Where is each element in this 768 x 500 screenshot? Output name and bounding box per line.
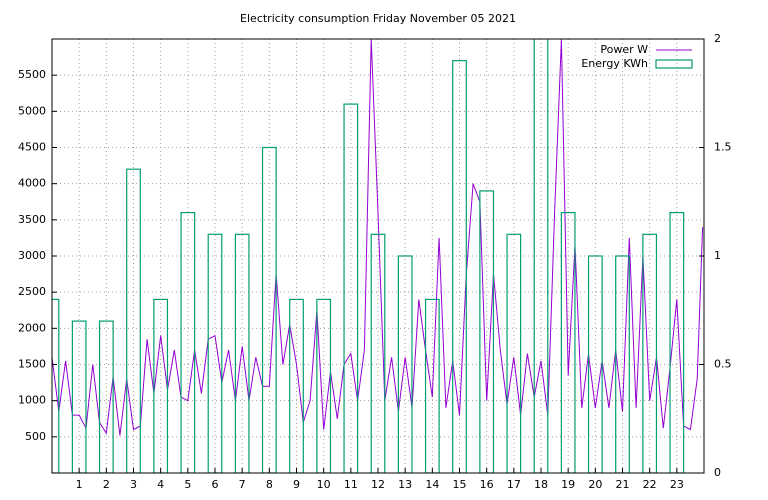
y-tick-label: 5500: [18, 68, 46, 81]
y2-tick-label: 1: [714, 249, 721, 262]
x-tick-label: 19: [561, 478, 575, 491]
energy-box: [153, 298, 169, 473]
x-tick-label: 5: [184, 478, 191, 491]
x-tick-label: 1: [76, 478, 83, 491]
x-tick-label: 14: [425, 478, 439, 491]
y2-tick-label: 1.5: [714, 141, 732, 154]
y2-tick-label: 0.5: [714, 358, 732, 371]
x-tick-label: 15: [453, 478, 467, 491]
energy-box: [261, 146, 277, 473]
y-tick-label: 2500: [18, 285, 46, 298]
legend-swatch: [655, 59, 693, 69]
y-tick-label: 500: [25, 430, 46, 443]
x-tick-label: 6: [212, 478, 219, 491]
energy-box: [289, 298, 304, 473]
x-tick-label: 7: [239, 478, 246, 491]
y-tick-label: 5000: [18, 104, 46, 117]
y-tick-label: 1000: [18, 394, 46, 407]
energy-box: [71, 320, 87, 473]
x-tick-label: 8: [266, 478, 273, 491]
y-tick-label: 2000: [18, 321, 46, 334]
legend-label: Power W: [600, 43, 648, 56]
y-tick-label: 1500: [18, 358, 46, 371]
x-tick-label: 10: [317, 478, 331, 491]
energy-box: [533, 39, 549, 473]
x-tick-label: 2: [103, 478, 110, 491]
energy-box: [506, 233, 522, 473]
x-tick-label: 16: [480, 478, 494, 491]
x-tick-label: 17: [507, 478, 521, 491]
x-tick-label: 9: [293, 478, 300, 491]
energy-box: [52, 298, 60, 473]
chart-title: Electricity consumption Friday November …: [240, 12, 516, 25]
energy-box: [180, 212, 196, 473]
energy-box: [669, 212, 685, 473]
x-tick-label: 13: [398, 478, 412, 491]
legend-label: Energy KWh: [581, 57, 648, 70]
x-tick-label: 3: [130, 478, 137, 491]
energy-box: [479, 190, 495, 473]
x-tick-label: 11: [344, 478, 358, 491]
x-tick-label: 20: [588, 478, 602, 491]
energy-box: [316, 298, 332, 473]
energy-box: [424, 298, 440, 473]
energy-box: [642, 233, 658, 473]
power-line: [52, 39, 704, 436]
y-tick-label: 3000: [18, 249, 46, 262]
energy-box: [234, 233, 250, 473]
y-tick-label: 4500: [18, 141, 46, 154]
y2-tick-label: 2: [714, 32, 721, 45]
x-tick-label: 21: [616, 478, 630, 491]
x-tick-label: 18: [534, 478, 548, 491]
energy-box: [207, 233, 223, 473]
y2-tick-label: 0: [714, 466, 721, 479]
x-tick-label: 22: [643, 478, 657, 491]
energy-box: [560, 212, 576, 473]
y-tick-label: 4000: [18, 177, 46, 190]
energy-box: [587, 255, 603, 473]
energy-box: [370, 233, 386, 473]
y-tick-label: 3500: [18, 213, 46, 226]
x-tick-label: 12: [371, 478, 385, 491]
x-tick-label: 4: [157, 478, 164, 491]
energy-box: [615, 255, 630, 473]
x-tick-label: 23: [670, 478, 684, 491]
energy-box: [397, 255, 413, 473]
energy-box: [98, 320, 114, 473]
